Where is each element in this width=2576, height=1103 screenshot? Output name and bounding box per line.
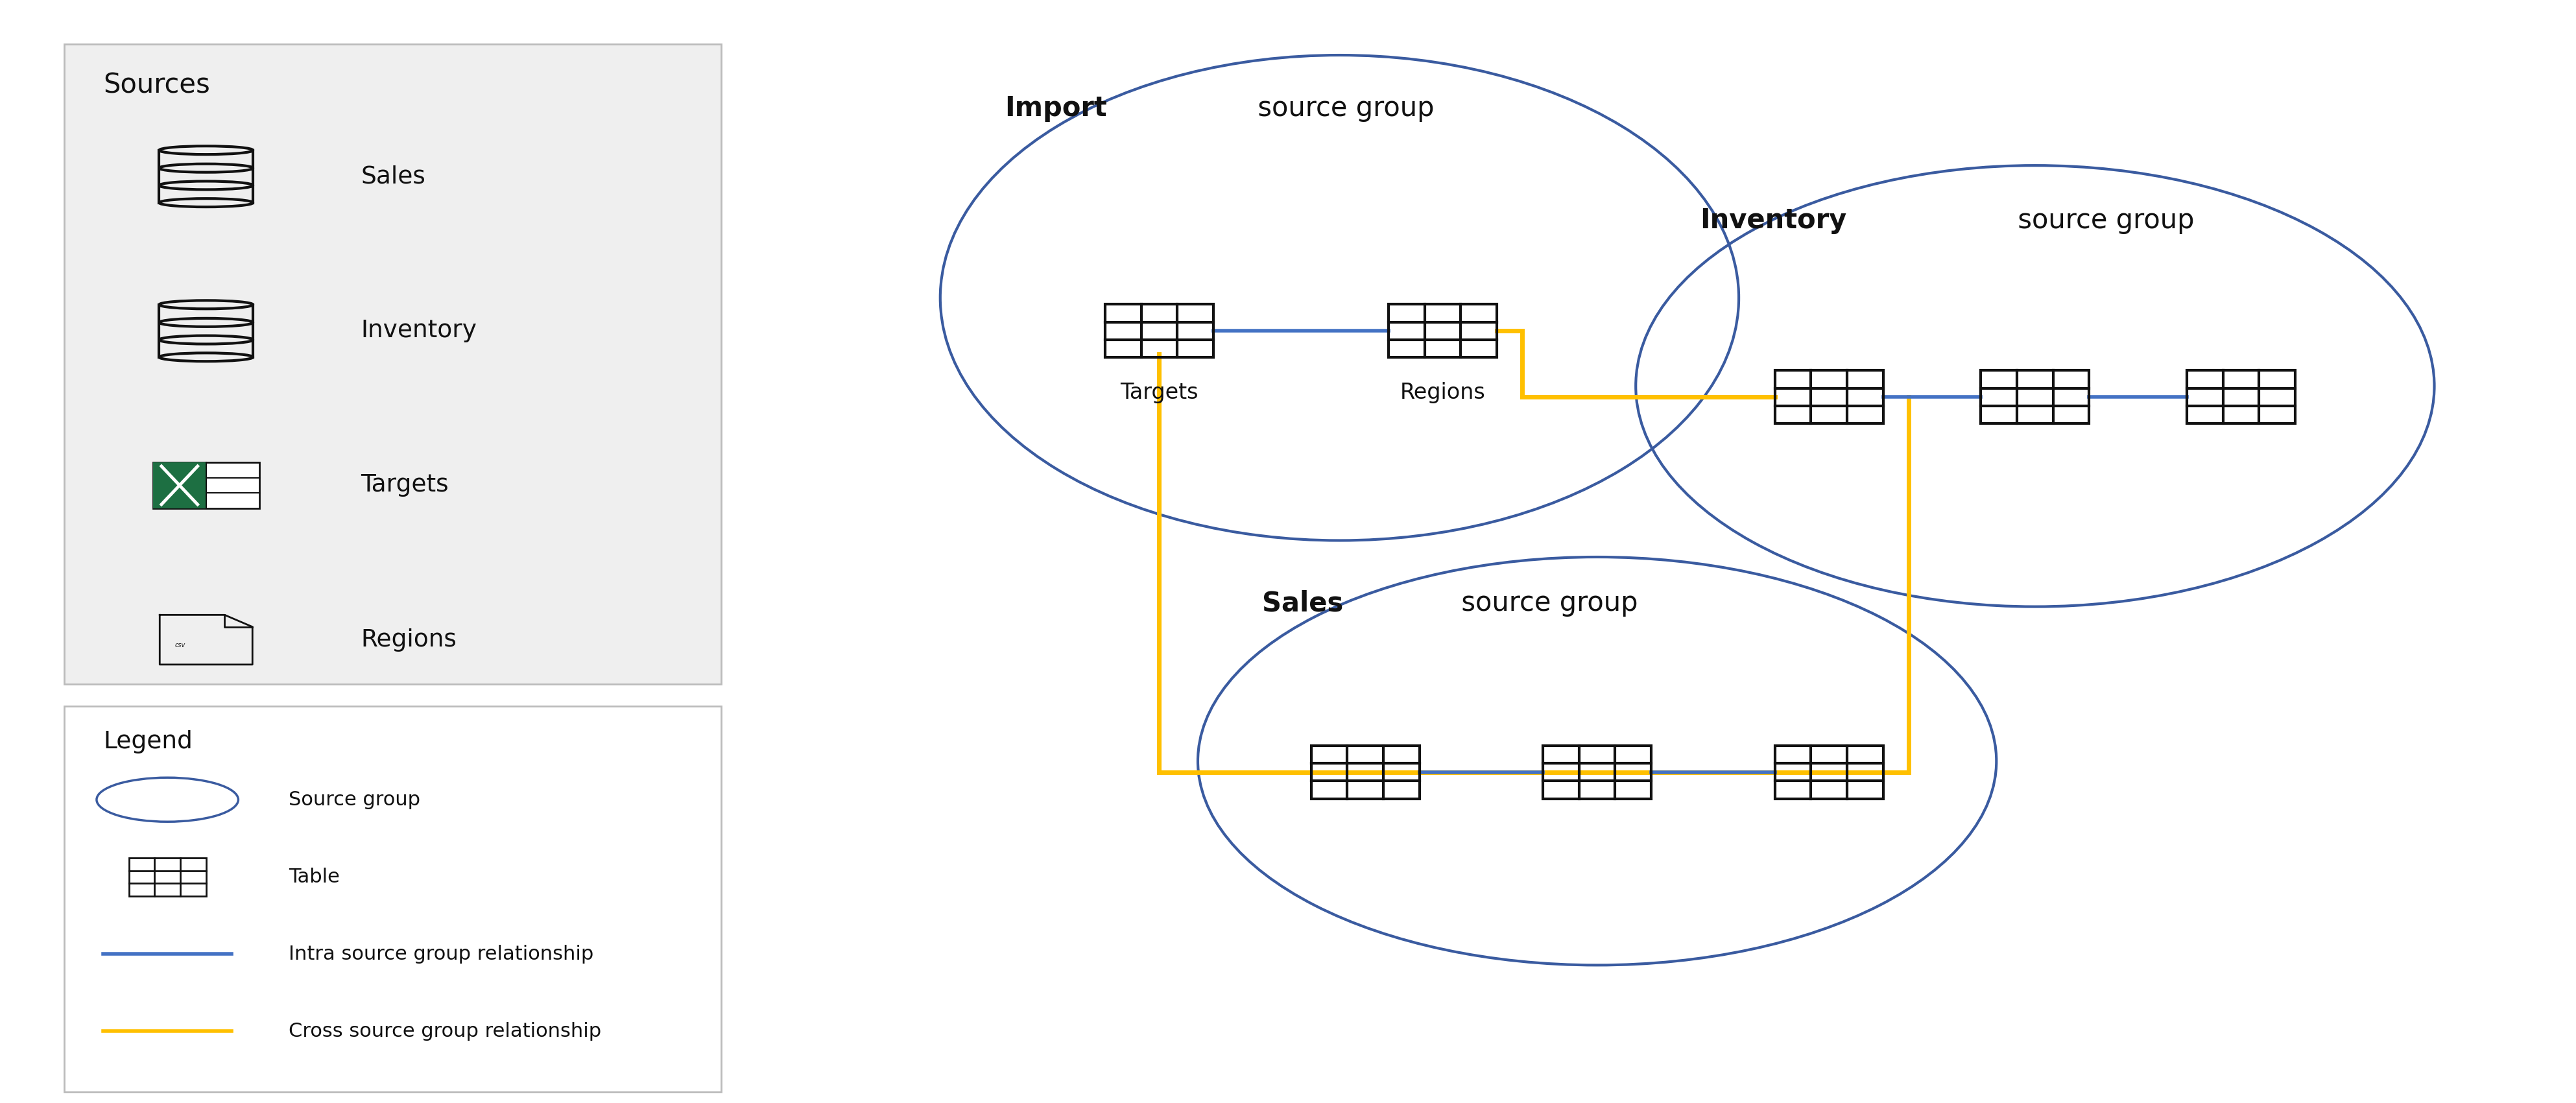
Text: Cross source group relationship: Cross source group relationship [289, 1021, 600, 1041]
Text: Regions: Regions [361, 628, 456, 652]
Bar [64, 706, 721, 1092]
Text: Import: Import [1005, 95, 1108, 121]
Text: Sales: Sales [1262, 590, 1345, 617]
Text: Inventory: Inventory [361, 319, 477, 343]
Text: Targets: Targets [1121, 382, 1198, 403]
Text: Source group: Source group [289, 790, 420, 810]
Bar [1311, 746, 1419, 799]
Bar [1388, 304, 1497, 357]
Bar [152, 462, 206, 508]
Text: Table: Table [289, 867, 340, 887]
Bar [152, 462, 260, 508]
Text: Legend: Legend [103, 730, 193, 753]
Text: source group: source group [2009, 207, 2195, 234]
Text: Inventory: Inventory [1700, 207, 1847, 234]
Text: Intra source group relationship: Intra source group relationship [289, 944, 592, 964]
Text: Regions: Regions [1399, 382, 1486, 403]
Text: source group: source group [1453, 590, 1638, 617]
Bar [1775, 746, 1883, 799]
Bar [129, 858, 206, 896]
Text: Sources: Sources [103, 72, 209, 99]
Bar [1543, 746, 1651, 799]
Bar [2187, 371, 2295, 424]
Text: csv: csv [175, 642, 185, 649]
Bar [1105, 304, 1213, 357]
Bar [1775, 371, 1883, 424]
Text: source group: source group [1249, 95, 1435, 121]
Bar [64, 44, 721, 684]
Text: Targets: Targets [361, 473, 448, 497]
Text: Sales: Sales [361, 164, 425, 189]
Bar [1981, 371, 2089, 424]
